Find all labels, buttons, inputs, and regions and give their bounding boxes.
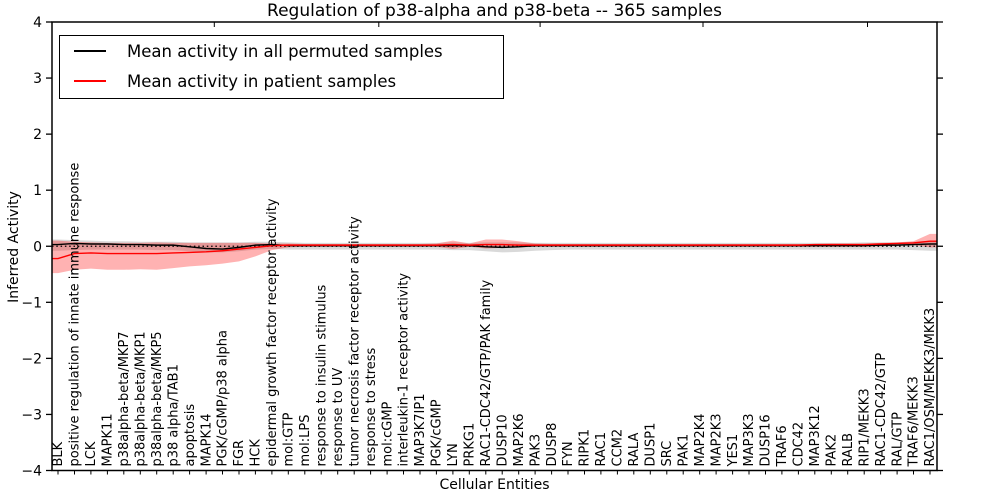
x-category-label: CCM2	[611, 429, 626, 467]
legend-entry-patient: Mean activity in patient samples	[60, 66, 503, 96]
y-tick-label: 4	[33, 15, 42, 31]
x-category-label: interleukin-1 receptor activity	[397, 273, 412, 467]
x-category-label: DUSP16	[759, 414, 774, 466]
x-category-label: RAC1	[594, 432, 609, 467]
y-tick-label: 1	[33, 183, 42, 199]
x-category-label: response to stress	[364, 347, 379, 466]
x-category-label: RAC1/OSM/MEKK3/MKK3	[923, 308, 938, 467]
x-category-label: HCK	[249, 439, 264, 467]
x-category-label: CDC42	[792, 422, 807, 467]
x-category-label: PRKG1	[463, 423, 478, 467]
x-category-label: p38alpha-beta/MKP1	[134, 331, 149, 466]
y-tick-label: −3	[21, 407, 42, 423]
x-category-label: PAK1	[676, 434, 691, 467]
y-tick-label: −4	[21, 464, 42, 480]
x-category-label: response to insulin stimulus	[314, 284, 329, 466]
x-category-label: positive regulation of innate immune res…	[68, 163, 83, 467]
permuted-band-area	[52, 239, 937, 253]
x-category-label: RIPK1	[578, 429, 593, 467]
x-category-label: MAP2K3	[709, 413, 724, 466]
x-category-label: RALB	[841, 433, 856, 467]
x-category-label: RALA	[627, 433, 642, 467]
x-category-label: LYN	[446, 443, 461, 466]
x-category-label: MAPK14	[199, 413, 214, 466]
x-category-label: DUSP8	[545, 423, 560, 467]
x-category-label: mol:cGMP	[380, 401, 395, 466]
plot-frame	[51, 21, 938, 472]
patient-mean-line	[52, 240, 937, 260]
x-category-label: p38alpha-beta/MKP5	[150, 331, 165, 466]
x-category-label: RAL/GTP	[890, 412, 905, 467]
x-category-label: RAC1-CDC42/GTP/PAK family	[479, 279, 494, 466]
x-category-label: FYN	[561, 441, 576, 466]
x-category-label: MAPK11	[101, 413, 116, 466]
x-category-label: tumor necrosis factor receptor activity	[347, 216, 362, 467]
legend-label: Mean activity in all permuted samples	[127, 41, 443, 61]
x-category-label: FGR	[232, 440, 247, 467]
legend: Mean activity in all permuted samples Me…	[59, 35, 504, 99]
x-category-label: mol:GTP	[282, 412, 297, 466]
x-category-label: apoptosis	[183, 404, 198, 467]
x-category-label: TRAF6/MEKK3	[907, 376, 922, 467]
x-category-label: epidermal growth factor receptor activit…	[265, 198, 280, 466]
x-category-label: SRC	[660, 441, 675, 467]
x-category-label: RIP1/MEKK3	[857, 388, 872, 466]
x-category-label: MAP2K6	[512, 413, 527, 466]
x-category-label: DUSP1	[644, 423, 659, 467]
x-category-label: PAK2	[825, 434, 840, 467]
legend-entry-permuted: Mean activity in all permuted samples	[60, 36, 503, 66]
chart-title: Regulation of p38-alpha and p38-beta -- …	[267, 1, 722, 21]
x-category-label: LCK	[84, 441, 99, 466]
y-tick-label: 0	[33, 239, 42, 255]
legend-swatch	[74, 80, 106, 82]
x-category-label: p38alpha-beta/MKP7	[117, 331, 132, 466]
x-category-label: MAP3K7IP1	[413, 394, 428, 467]
y-tick-label: −2	[21, 351, 42, 367]
x-category-label: RAC1-CDC42/GTP	[874, 353, 889, 467]
x-axis-label: Cellular Entities	[439, 477, 550, 493]
x-category-label: PGK/cGMP/p38 alpha	[216, 330, 231, 466]
x-category-label: p38 alpha/TAB1	[166, 364, 181, 466]
x-category-label: mol:LPS	[298, 415, 313, 467]
x-category-label: BLK	[51, 441, 66, 466]
y-tick-label: 2	[33, 127, 42, 143]
x-category-label: MAP3K3	[742, 413, 757, 466]
x-category-label: MAP2K4	[693, 413, 708, 466]
y-tick-label: 3	[33, 71, 42, 87]
legend-swatch	[74, 50, 106, 52]
patient-band-area	[52, 233, 937, 274]
legend-label: Mean activity in patient samples	[127, 71, 397, 91]
x-category-label: TRAF6	[775, 425, 790, 467]
x-category-label: DUSP10	[495, 414, 510, 466]
y-tick-label: −1	[21, 295, 42, 311]
x-category-label: response to UV	[331, 368, 346, 467]
x-category-label: MAP3K12	[808, 405, 823, 466]
x-category-label: PAK3	[528, 434, 543, 467]
x-category-label: PGK/cGMP	[430, 399, 445, 466]
x-category-label: YES1	[726, 434, 741, 468]
